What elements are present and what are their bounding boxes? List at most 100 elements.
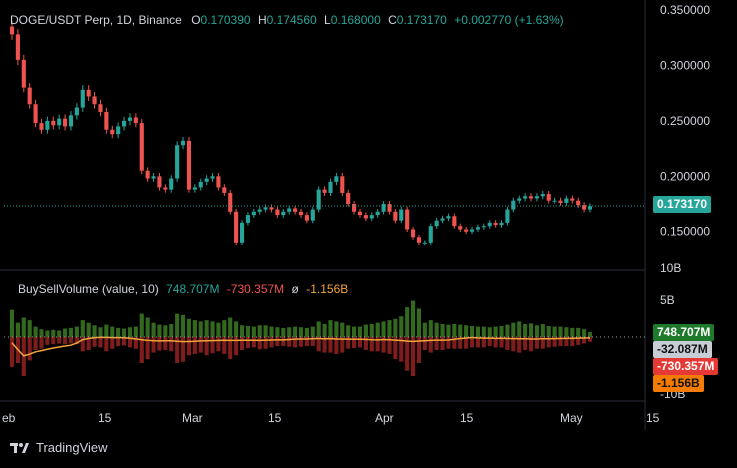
buy-volume-bar: [511, 322, 516, 337]
buy-volume-bar: [104, 324, 109, 337]
buy-volume-bar: [293, 326, 298, 337]
footer-brand[interactable]: TradingView: [10, 440, 108, 455]
sell-volume-bar: [192, 337, 197, 354]
buy-volume-bar: [68, 327, 74, 337]
sell-volume-bar: [186, 337, 192, 356]
buy-volume-bar: [245, 325, 250, 337]
buy-volume-bar: [304, 327, 309, 337]
candle-body: [381, 204, 386, 212]
candle-body: [151, 176, 156, 179]
time-axis-label: 15: [98, 411, 112, 425]
candle-body: [269, 207, 274, 210]
sell-volume-bar: [346, 337, 351, 349]
buy-volume-bar: [346, 325, 351, 337]
candle-body: [458, 226, 463, 230]
buy-volume-bar: [63, 328, 68, 337]
buy-volume-bar: [540, 324, 545, 337]
buy-volume-bar: [51, 329, 56, 337]
sell-volume-bar: [387, 337, 392, 354]
candle-body: [204, 178, 209, 182]
candle-body: [499, 222, 504, 226]
buy-volume-bar: [151, 322, 156, 337]
buy-volume-bar: [558, 326, 563, 337]
candle-body: [552, 200, 557, 202]
candle-body: [57, 118, 62, 126]
sell-volume-bar: [245, 337, 250, 349]
buy-volume-bar: [387, 320, 392, 337]
buy-volume-bar: [528, 323, 534, 337]
sell-volume-bar: [322, 337, 327, 353]
tradingview-logo-icon: [10, 442, 29, 453]
indicator-sell: -730.357M: [226, 282, 285, 296]
buy-volume-bar: [381, 321, 386, 337]
candle-body: [68, 115, 74, 127]
candle-body: [198, 181, 203, 188]
sell-volume-bar: [487, 337, 492, 347]
candle-body: [63, 118, 68, 127]
buy-volume-bar: [216, 322, 221, 337]
candle-body: [222, 187, 227, 193]
sell-volume-bar: [145, 337, 150, 360]
sell-volume-bar: [434, 337, 439, 350]
candle-body: [145, 170, 150, 179]
buy-volume-bar: [234, 321, 239, 337]
sell-volume-bar: [587, 337, 593, 342]
buy-volume-tag: 748.707M: [653, 324, 715, 341]
buy-volume-bar: [198, 321, 203, 337]
candle-body: [540, 194, 545, 197]
buy-volume-bar: [352, 326, 357, 337]
candle-body: [570, 198, 575, 201]
candle-body: [428, 226, 433, 243]
candle-body: [310, 209, 315, 221]
sell-volume-bar: [428, 337, 433, 353]
brand-name: TradingView: [36, 440, 108, 455]
buy-volume-bar: [422, 322, 427, 337]
buy-volume-bar: [564, 327, 569, 337]
candle-body: [127, 117, 133, 121]
candle-body: [511, 200, 516, 210]
buy-volume-bar: [251, 326, 256, 337]
candle-body: [322, 189, 327, 193]
symbol-title: DOGE/USDT Perp, 1D, Binance: [10, 13, 182, 27]
candle-body: [257, 209, 262, 212]
candle-body: [298, 211, 304, 216]
buy-volume-bar: [57, 330, 62, 337]
buy-volume-bar: [393, 318, 398, 337]
candle-body: [363, 215, 368, 219]
sell-volume-bar: [204, 337, 209, 356]
candle-body: [139, 123, 144, 171]
sell-volume-bar: [45, 337, 50, 345]
candle-body: [587, 206, 593, 210]
buy-volume-bar: [257, 325, 262, 337]
buy-volume-bar: [576, 327, 581, 337]
buy-volume-bar: [145, 317, 150, 337]
buy-volume-bar: [534, 325, 539, 337]
sell-volume-bar: [458, 337, 463, 349]
buy-volume-bar: [481, 326, 486, 337]
candle-body: [434, 220, 439, 227]
candle-body: [15, 34, 20, 60]
buy-volume-bar: [363, 324, 368, 337]
buy-volume-bar: [21, 317, 26, 337]
candle-body: [528, 196, 534, 199]
candle-body: [74, 107, 79, 116]
candle-body: [410, 229, 416, 238]
buy-volume-bar: [192, 320, 197, 337]
sell-volume-bar: [452, 337, 457, 349]
candle-body: [51, 120, 56, 126]
candle-body: [293, 208, 298, 212]
volume-axis-label: 10B: [660, 261, 681, 275]
candle-body: [505, 209, 510, 223]
sell-volume-bar: [228, 337, 233, 360]
sell-volume-bar: [175, 337, 180, 363]
sell-volume-bar: [334, 337, 339, 354]
candle-body: [546, 194, 551, 201]
sell-volume-bar: [523, 337, 528, 350]
sell-volume-bar: [416, 337, 422, 363]
sell-volume-bar: [340, 337, 345, 353]
candle-body: [352, 204, 357, 212]
sell-volume-bar: [298, 337, 304, 347]
buy-volume-bar: [428, 320, 433, 337]
candle-body: [446, 216, 451, 219]
